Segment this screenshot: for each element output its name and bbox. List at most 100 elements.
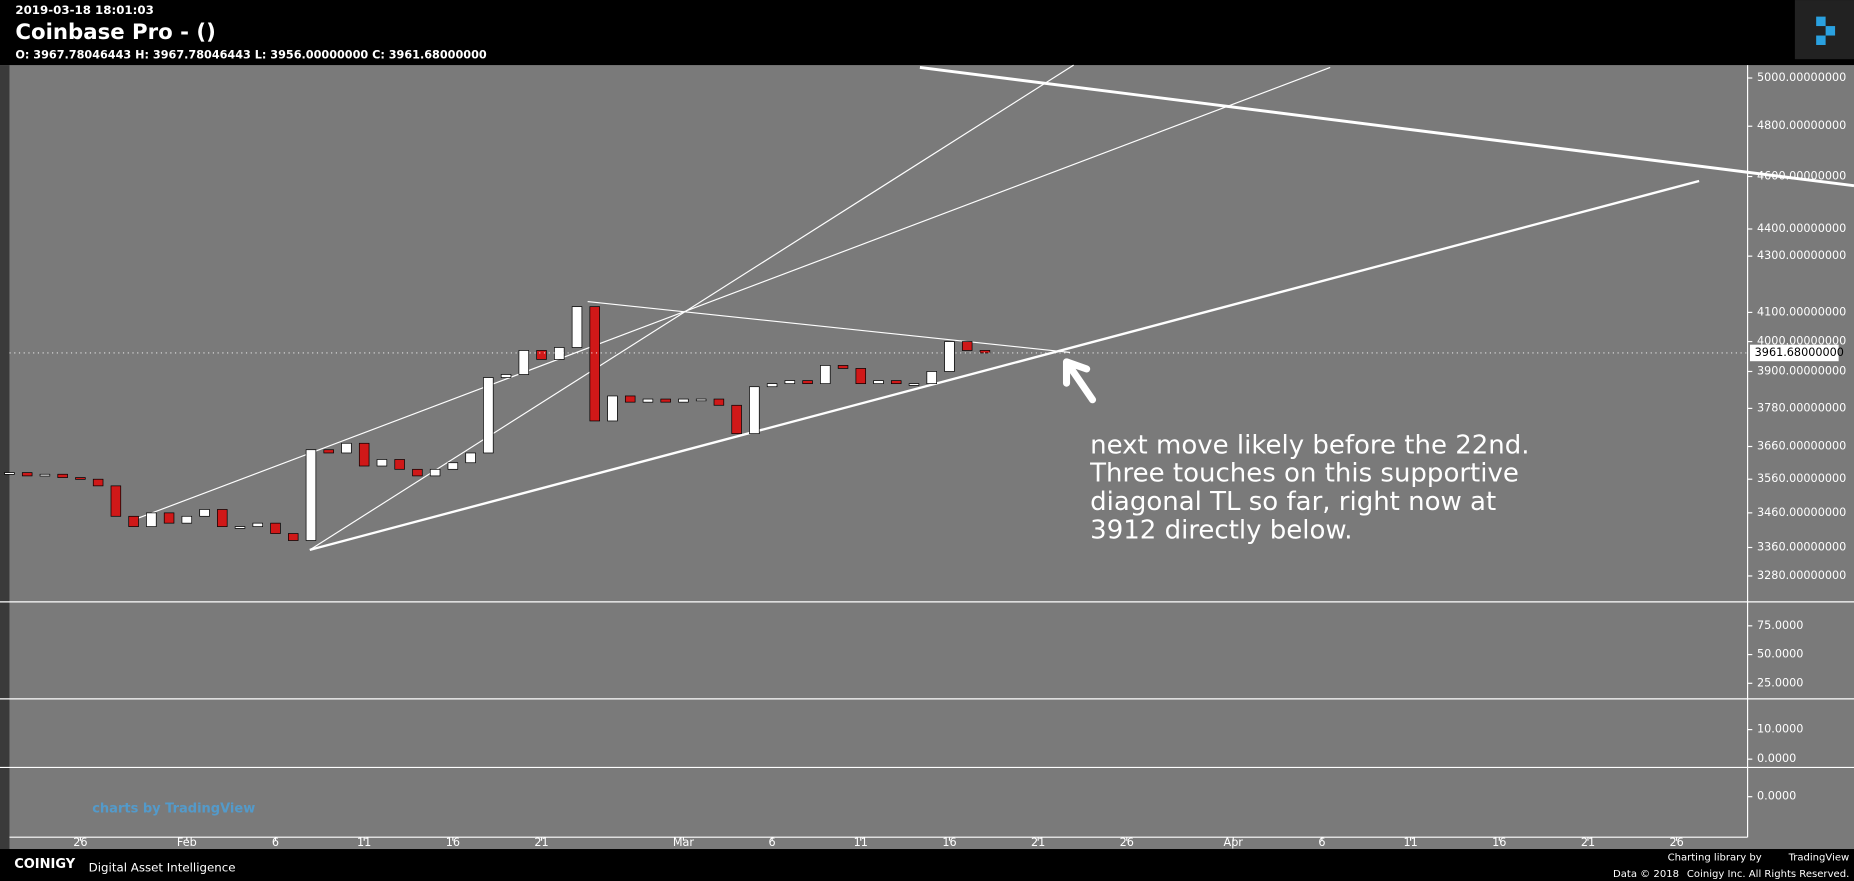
- candle: [624, 395, 636, 403]
- y-tick-label: 3280.00000000: [1757, 569, 1846, 582]
- x-tick-label: 11: [1403, 836, 1417, 849]
- candle: [749, 386, 760, 435]
- timestamp: 2019-03-18 18:01:03: [15, 3, 153, 17]
- annotation-line: 3912 directly below.: [1090, 515, 1352, 545]
- y-tick-label: 4800.00000000: [1757, 119, 1846, 132]
- candle: [146, 512, 157, 527]
- candle: [305, 449, 317, 541]
- candle: [908, 383, 920, 386]
- y-tick-label: 25.0000: [1757, 676, 1803, 689]
- x-tick-label: 11: [854, 836, 868, 849]
- y-tick-label: 3900.00000000: [1757, 364, 1846, 377]
- y-tick-label: 3460.00000000: [1757, 506, 1846, 519]
- x-tick-label: 16: [446, 836, 460, 849]
- candle: [4, 472, 15, 475]
- y-tick-label: 75.0000: [1757, 619, 1803, 632]
- candle: [447, 462, 459, 470]
- candle: [323, 449, 334, 454]
- y-tick-label: 3660.00000000: [1757, 439, 1846, 452]
- y-tick-label: 3560.00000000: [1757, 472, 1846, 485]
- candle: [39, 473, 51, 477]
- candle: [412, 468, 423, 477]
- x-tick-label: 21: [1031, 836, 1045, 849]
- brand: COINIGY: [14, 857, 76, 872]
- candle: [802, 380, 813, 385]
- y-tick-label: 50.0000: [1757, 648, 1803, 661]
- candle: [163, 512, 175, 524]
- candle: [784, 380, 796, 385]
- candle: [252, 522, 263, 527]
- candle: [21, 472, 33, 477]
- candle: [961, 341, 973, 351]
- drawings: [132, 64, 1854, 552]
- x-tick-label: 16: [1492, 836, 1506, 849]
- last-price-box: [1749, 344, 1839, 362]
- annotation-line: Three touches on this supportive: [1089, 459, 1519, 489]
- candle: [660, 398, 671, 403]
- x-tick-label: Feb: [177, 836, 197, 849]
- candle: [429, 468, 441, 477]
- candle: [607, 395, 618, 422]
- candle: [376, 459, 388, 467]
- y-tick-label: 5000.00000000: [1757, 71, 1846, 84]
- x-tick-label: 16: [942, 836, 956, 849]
- x-tick-label: 11: [357, 836, 371, 849]
- candle: [288, 533, 299, 541]
- candle: [944, 341, 955, 372]
- candle: [589, 306, 600, 422]
- candle: [128, 515, 139, 527]
- candle: [500, 374, 512, 378]
- x-tick-label: 26: [1120, 836, 1134, 849]
- x-tick-label: 21: [1581, 836, 1595, 849]
- logo: [1816, 35, 1826, 45]
- candle: [536, 350, 547, 360]
- x-tick-label: 21: [534, 836, 548, 849]
- y-tick-label: 4000.00000000: [1757, 335, 1846, 348]
- trendline: [919, 65, 1854, 188]
- candle: [341, 442, 352, 454]
- annotation-line: diagonal TL so far, right now at: [1090, 487, 1496, 517]
- candle: [678, 398, 689, 403]
- candle: [766, 383, 778, 388]
- candle: [713, 398, 725, 406]
- y-tick-label: 4300.00000000: [1757, 249, 1846, 262]
- candle: [642, 398, 654, 403]
- y-tick-label: 10.0000: [1757, 723, 1803, 736]
- candle: [837, 365, 849, 369]
- logo-box[interactable]: [1794, 0, 1854, 60]
- ohlc: O: 3967.78046443 H: 3967.78046443 L: 395…: [15, 49, 487, 62]
- y-tick-label: 3360.00000000: [1757, 541, 1846, 554]
- market-title: Coinbase Pro - (): [15, 20, 215, 45]
- candle: [518, 350, 530, 375]
- left-strip: [0, 65, 10, 850]
- trendline: [587, 300, 1071, 353]
- candle: [855, 368, 867, 385]
- candle: [394, 459, 405, 470]
- annotation: next move likely before the 22nd.Three t…: [1089, 430, 1529, 545]
- y-tick-label: 4400.00000000: [1757, 222, 1846, 235]
- candle: [57, 473, 68, 478]
- candle: [731, 404, 742, 435]
- annotation-line: next move likely before the 22nd.: [1090, 430, 1529, 460]
- candle: [554, 347, 565, 360]
- watermark: charts by TradingView: [92, 801, 255, 816]
- library: Charting library by: [1668, 852, 1762, 863]
- candle: [571, 306, 583, 348]
- candle: [110, 485, 122, 517]
- candle: [695, 398, 707, 402]
- x-tick-label: 6: [272, 836, 279, 849]
- trendline: [309, 179, 1700, 552]
- candle: [92, 478, 104, 487]
- candle: [820, 365, 831, 385]
- logo: [1816, 16, 1826, 27]
- x-tick-label: 6: [769, 836, 776, 849]
- candle: [234, 526, 246, 529]
- candle: [873, 380, 884, 385]
- candle: [75, 477, 86, 480]
- y-tick-label: 4600.00000000: [1757, 169, 1846, 182]
- candle: [217, 509, 228, 527]
- trendline: [132, 66, 1331, 521]
- x-tick-label: 26: [1669, 836, 1683, 849]
